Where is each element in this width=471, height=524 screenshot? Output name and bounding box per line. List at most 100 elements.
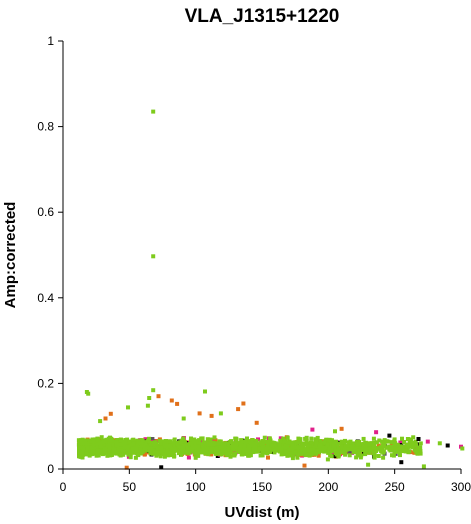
data-point bbox=[196, 444, 201, 449]
data-point bbox=[80, 441, 85, 446]
data-point bbox=[384, 439, 389, 444]
data-point bbox=[86, 452, 91, 457]
data-point bbox=[262, 450, 267, 455]
data-point bbox=[410, 445, 415, 450]
y-tick-label: 0.8 bbox=[37, 120, 54, 134]
data-point bbox=[302, 450, 307, 455]
data-point bbox=[102, 447, 107, 451]
data-point bbox=[205, 446, 210, 451]
data-point bbox=[165, 443, 169, 448]
data-point bbox=[85, 445, 90, 450]
data-point bbox=[77, 450, 82, 455]
data-point bbox=[288, 451, 293, 456]
data-point bbox=[361, 436, 366, 441]
data-point bbox=[267, 450, 272, 454]
data-point bbox=[307, 448, 311, 453]
data-point bbox=[166, 452, 171, 456]
data-point bbox=[85, 439, 90, 444]
data-point bbox=[88, 445, 93, 450]
data-point bbox=[303, 453, 308, 458]
data-point bbox=[148, 451, 153, 456]
data-point bbox=[410, 440, 415, 445]
data-point bbox=[101, 439, 106, 444]
data-point bbox=[200, 436, 205, 441]
data-point bbox=[372, 453, 377, 458]
x-tick-label: 50 bbox=[123, 480, 137, 494]
data-point bbox=[393, 441, 398, 446]
data-point bbox=[226, 447, 231, 451]
data-point bbox=[299, 447, 304, 451]
data-point bbox=[122, 445, 127, 450]
data-point bbox=[408, 438, 412, 443]
data-point bbox=[279, 443, 284, 448]
data-point bbox=[283, 449, 288, 454]
data-point bbox=[264, 447, 269, 452]
y-tick-label: 0.4 bbox=[37, 291, 54, 305]
data-point bbox=[402, 440, 407, 444]
data-point bbox=[325, 457, 330, 462]
data-point bbox=[400, 445, 405, 450]
data-point bbox=[460, 446, 465, 451]
data-point bbox=[208, 437, 213, 442]
data-point bbox=[181, 416, 186, 421]
data-point bbox=[363, 445, 367, 449]
data-point bbox=[246, 453, 251, 458]
data-point bbox=[151, 441, 156, 446]
data-point bbox=[316, 447, 321, 452]
data-point bbox=[80, 443, 85, 448]
data-point bbox=[282, 439, 287, 444]
data-point bbox=[213, 446, 218, 451]
data-point bbox=[145, 445, 150, 450]
data-point bbox=[335, 443, 339, 448]
data-point bbox=[198, 446, 202, 451]
data-point bbox=[107, 450, 112, 455]
data-point bbox=[347, 450, 352, 455]
data-point bbox=[131, 437, 136, 442]
data-point bbox=[332, 454, 337, 459]
data-point bbox=[372, 455, 377, 460]
data-point bbox=[380, 439, 385, 444]
data-point bbox=[140, 438, 145, 443]
data-point bbox=[399, 460, 404, 465]
data-point bbox=[369, 441, 374, 446]
data-point bbox=[418, 441, 423, 446]
data-point bbox=[253, 449, 257, 454]
data-point bbox=[406, 450, 411, 455]
data-point bbox=[302, 463, 307, 468]
data-point bbox=[343, 444, 348, 449]
data-point bbox=[185, 446, 190, 451]
data-point bbox=[384, 445, 389, 450]
data-point bbox=[374, 440, 379, 445]
data-point bbox=[354, 455, 359, 460]
data-point bbox=[148, 446, 153, 451]
data-point bbox=[148, 444, 153, 449]
data-point bbox=[134, 446, 139, 451]
data-point bbox=[135, 452, 140, 457]
data-point bbox=[238, 444, 243, 448]
data-point bbox=[171, 452, 176, 457]
data-point bbox=[381, 449, 386, 454]
data-point bbox=[342, 447, 347, 452]
data-point bbox=[242, 448, 246, 453]
data-point bbox=[254, 420, 259, 425]
data-point bbox=[250, 438, 255, 442]
data-point bbox=[415, 451, 420, 456]
data-point bbox=[296, 436, 301, 441]
data-point bbox=[379, 449, 384, 453]
data-point bbox=[233, 445, 238, 450]
data-point bbox=[391, 453, 396, 458]
data-point bbox=[78, 454, 83, 459]
data-point bbox=[192, 437, 197, 442]
data-point bbox=[236, 441, 241, 446]
data-point bbox=[156, 452, 161, 457]
data-point bbox=[267, 445, 272, 450]
data-point bbox=[224, 452, 229, 457]
data-point bbox=[314, 451, 318, 456]
data-point bbox=[261, 441, 265, 446]
data-point bbox=[291, 453, 296, 458]
data-point bbox=[367, 450, 372, 455]
data-point bbox=[359, 453, 364, 458]
data-point bbox=[382, 440, 387, 445]
data-point bbox=[371, 451, 376, 456]
y-tick-label: 0 bbox=[47, 462, 54, 476]
